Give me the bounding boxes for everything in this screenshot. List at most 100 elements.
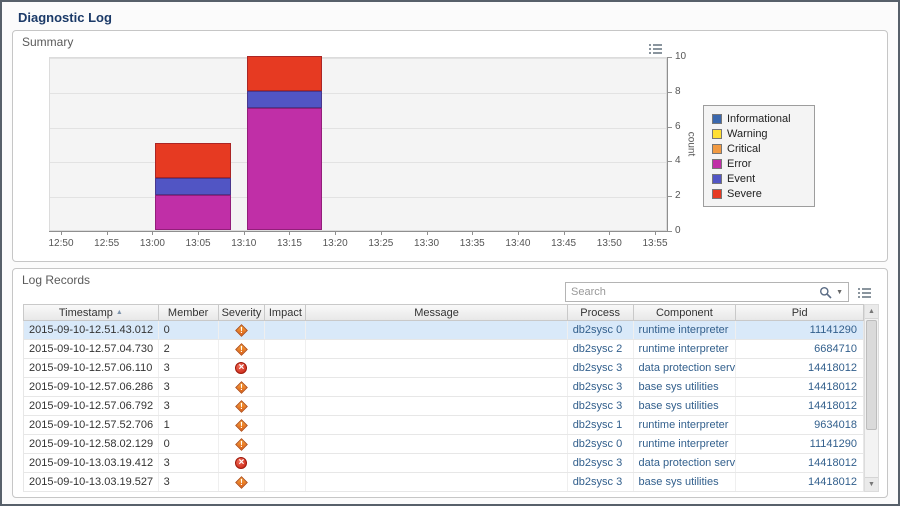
search-input[interactable] <box>571 286 818 298</box>
cell-timestamp: 2015-09-10-12.51.43.012 <box>24 321 159 339</box>
x-tick <box>106 231 108 235</box>
cell-process: db2sysc 3 <box>568 397 634 415</box>
log-records-panel: Log Records ▼ Timestamp▲MemberSeverityIm… <box>12 268 888 498</box>
column-header-label: Process <box>580 306 620 319</box>
x-tick <box>609 231 611 235</box>
y-axis-title: count <box>685 131 697 157</box>
cell-severity: ! <box>219 321 266 339</box>
table-row[interactable]: 2015-09-10-13.03.19.527 3! db2sysc 3 base s… <box>24 473 863 492</box>
gridline <box>50 162 666 164</box>
cell-member: 2 <box>159 340 219 358</box>
y-tick-label: 6 <box>675 120 681 132</box>
chart-options-icon[interactable] <box>649 44 662 54</box>
column-header-message[interactable]: Message <box>306 305 568 320</box>
cell-pid: 11141290 <box>809 438 857 450</box>
x-tick-label: 13:50 <box>596 238 622 249</box>
cell-message <box>306 473 568 491</box>
cell-process: db2sysc 0 <box>568 435 634 453</box>
chart-plot-area <box>49 56 667 231</box>
cell-component: base sys utilities <box>634 397 737 415</box>
legend-swatch <box>712 173 722 184</box>
severity-error-icon: × <box>235 362 248 374</box>
column-header-timestamp[interactable]: Timestamp ▲ <box>24 305 159 320</box>
legend-item: Severe <box>712 187 806 200</box>
cell-timestamp: 2015-09-10-13.03.19.412 <box>24 454 159 472</box>
table-row[interactable]: 2015-09-10-12.57.06.110 3 × db2sysc 3 data p… <box>24 359 863 378</box>
cell-timestamp: 2015-09-10-12.57.52.706 <box>24 416 159 434</box>
severity-warning-icon: ! <box>235 475 248 489</box>
table-row[interactable]: 2015-09-10-13.03.19.412 3 × db2sysc 3 data p… <box>24 454 863 473</box>
y-tick <box>668 91 672 93</box>
legend-item: Event <box>712 172 806 185</box>
x-tick <box>426 231 428 235</box>
column-header-process[interactable]: Process <box>568 305 634 320</box>
table-row[interactable]: 2015-09-10-12.57.06.286 3! db2sysc 3 base s… <box>24 378 863 397</box>
cell-severity: × <box>219 359 266 377</box>
search-box: ▼ <box>565 282 849 302</box>
x-tick-label: 13:40 <box>505 238 531 249</box>
cell-severity: ! <box>219 435 266 453</box>
cell-impact <box>265 340 307 358</box>
scrollbar-up-icon[interactable]: ▲ <box>865 305 878 319</box>
cell-component: runtime interpreter <box>634 416 737 434</box>
column-header-label: Member <box>167 306 209 319</box>
severity-warning-icon: ! <box>235 380 248 394</box>
x-tick-label: 13:05 <box>185 238 211 249</box>
column-header-label: Impact <box>268 306 302 319</box>
column-header-severity[interactable]: Severity <box>219 305 266 320</box>
y-tick-label: 8 <box>675 85 681 97</box>
cell-pid: 9634018 <box>814 419 857 431</box>
cell-pid: 14418012 <box>808 476 857 488</box>
table-row[interactable]: 2015-09-10-12.57.52.706 1! db2sysc 1 runtim… <box>24 416 863 435</box>
table-scrollbar[interactable]: ▲ ▼ <box>864 304 879 492</box>
cell-component: base sys utilities <box>634 473 737 491</box>
column-header-pid[interactable]: Pid <box>736 305 863 320</box>
x-tick <box>198 231 200 235</box>
x-tick-label: 13:55 <box>642 238 668 249</box>
page-title: Diagnostic Log <box>18 10 112 25</box>
x-tick-label: 12:55 <box>94 238 120 249</box>
cell-process: db2sysc 3 <box>568 473 634 491</box>
search-dropdown-icon[interactable]: ▼ <box>836 288 843 296</box>
log-records-panel-title: Log Records <box>22 273 91 287</box>
scrollbar-down-icon[interactable]: ▼ <box>865 477 878 491</box>
legend-item: Warning <box>712 127 806 140</box>
cell-member: 3 <box>159 473 219 491</box>
grid-options-icon[interactable] <box>858 288 871 298</box>
table-row[interactable]: 2015-09-10-12.57.06.792 3! db2sysc 3 base s… <box>24 397 863 416</box>
table-row[interactable]: 2015-09-10-12.58.02.129 0! db2sysc 0 runtim… <box>24 435 863 454</box>
legend-item: Error <box>712 157 806 170</box>
x-tick-label: 13:10 <box>231 238 257 249</box>
y-tick <box>668 196 672 198</box>
table-row[interactable]: 2015-09-10-12.57.04.730 2! db2sysc 2 runtim… <box>24 340 863 359</box>
search-icon[interactable] <box>819 286 832 299</box>
x-tick-label: 13:25 <box>368 238 394 249</box>
y-tick <box>668 126 672 128</box>
y-tick-label: 2 <box>675 190 681 202</box>
cell-component: runtime interpreter <box>634 435 737 453</box>
severity-warning-icon: ! <box>235 323 248 337</box>
bar-segment-error <box>155 195 231 230</box>
severity-warning-icon: ! <box>235 399 248 413</box>
column-header-impact[interactable]: Impact <box>265 305 307 320</box>
cell-timestamp: 2015-09-10-12.57.06.110 <box>24 359 159 377</box>
summary-chart: 12:50 12:55 13:00 13:05 13:10 13:15 13:20 13:25… <box>13 31 887 261</box>
cell-severity: × <box>219 454 266 472</box>
gridline <box>50 92 666 94</box>
x-tick <box>289 231 291 235</box>
x-tick <box>335 231 337 235</box>
cell-impact <box>265 397 307 415</box>
cell-component: data protection services <box>634 359 737 377</box>
column-header-member[interactable]: Member <box>159 305 219 320</box>
column-header-component[interactable]: Component <box>634 305 737 320</box>
x-tick <box>380 231 382 235</box>
table-row[interactable]: 2015-09-10-12.51.43.012 0! db2sysc 0 runtim… <box>24 321 863 340</box>
x-tick <box>61 231 62 235</box>
cell-member: 3 <box>159 359 219 377</box>
cell-component: base sys utilities <box>634 378 737 396</box>
column-header-label: Timestamp <box>58 306 113 319</box>
cell-message <box>306 454 568 472</box>
legend-label: Informational <box>727 112 791 125</box>
scrollbar-thumb[interactable] <box>866 320 877 430</box>
cell-message <box>306 416 568 434</box>
